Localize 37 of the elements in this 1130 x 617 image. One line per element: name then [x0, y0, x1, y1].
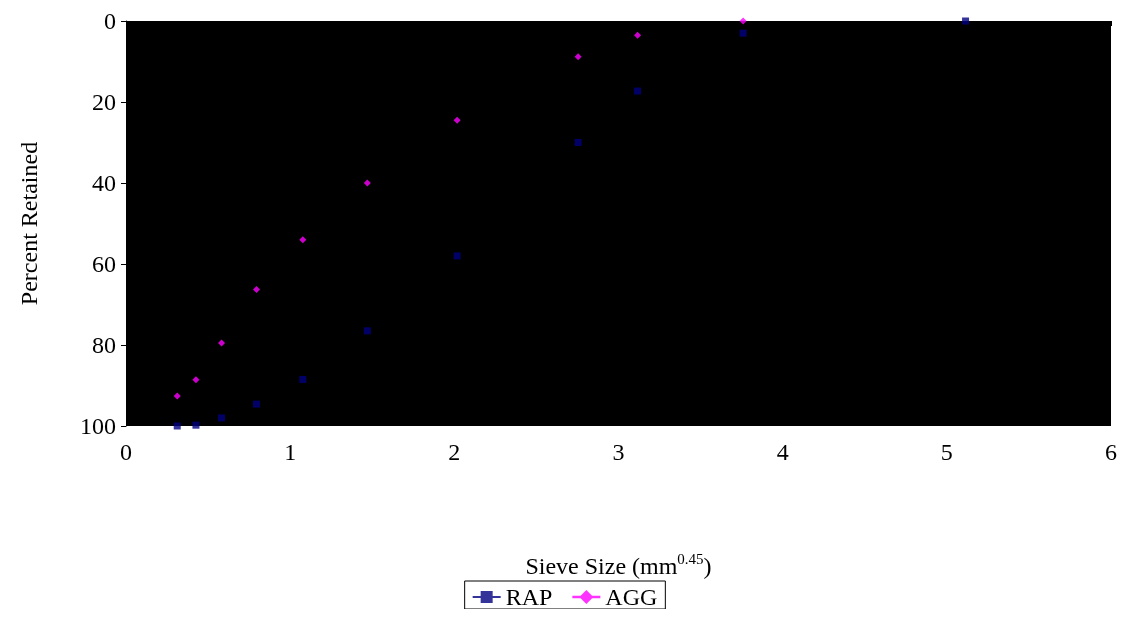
x-tick-label: 0: [120, 439, 132, 465]
y-tick-label: 40: [92, 170, 116, 196]
point: [962, 17, 970, 25]
point: [453, 252, 461, 260]
point: [253, 286, 261, 294]
point: [299, 236, 307, 244]
point: [739, 29, 747, 37]
point: [634, 87, 642, 95]
x-tick-label: 5: [940, 439, 953, 465]
x-tick-label: 6: [1105, 439, 1117, 465]
x-tick-label: 4: [776, 439, 789, 465]
point: [363, 327, 371, 335]
y-tick-label: 60: [92, 251, 116, 277]
legend-label: RAP: [505, 584, 553, 610]
point: [218, 339, 226, 347]
legend-label: AGG: [605, 584, 658, 610]
point: [634, 31, 642, 39]
point: [192, 376, 200, 384]
point: [453, 116, 461, 124]
y-tick-label: 80: [92, 332, 116, 358]
y-tick-label: 100: [80, 413, 116, 439]
point: [574, 53, 582, 61]
point: [363, 179, 371, 187]
point: [739, 17, 747, 25]
y-tick-label: 0: [104, 8, 116, 34]
x-tick-label: 3: [612, 439, 625, 465]
point: [253, 400, 261, 408]
point: [218, 414, 226, 422]
y-axis-title: Percent Retained: [16, 141, 42, 306]
x-tick-label: 2: [448, 439, 461, 465]
point: [574, 139, 582, 146]
point: [192, 421, 200, 429]
y-tick-label: 20: [92, 89, 116, 115]
point: [299, 375, 307, 383]
point: [173, 422, 181, 430]
x-tick-label: 1: [284, 439, 297, 465]
point: [173, 392, 181, 400]
